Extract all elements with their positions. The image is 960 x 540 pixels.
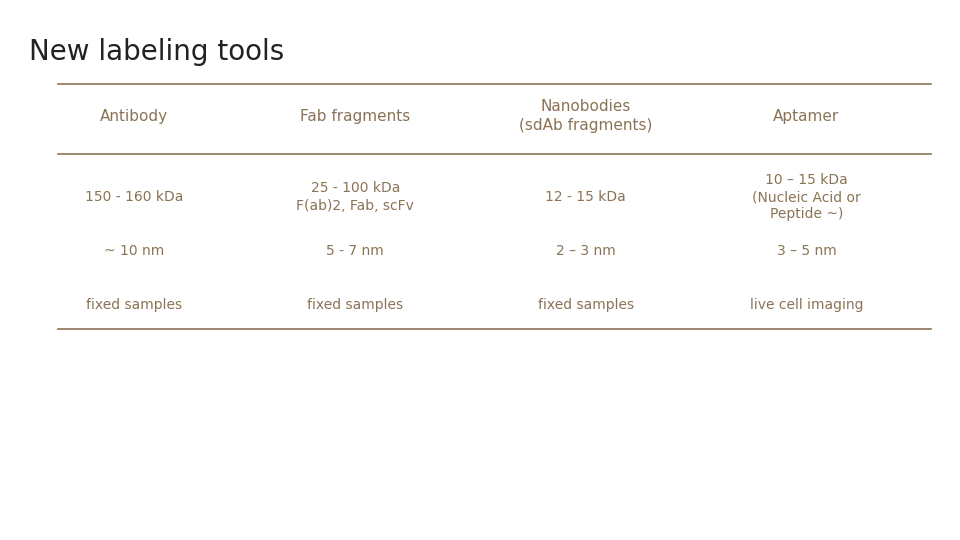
Text: Aptamer: Aptamer	[773, 109, 840, 124]
Text: Antibody: Antibody	[101, 109, 168, 124]
Text: 5 - 7 nm: 5 - 7 nm	[326, 244, 384, 258]
Text: Nanobodies
(sdAb fragments): Nanobodies (sdAb fragments)	[519, 99, 652, 133]
Text: ~ 10 nm: ~ 10 nm	[105, 244, 164, 258]
Text: 150 - 160 kDa: 150 - 160 kDa	[85, 190, 183, 204]
Text: fixed samples: fixed samples	[307, 298, 403, 312]
Text: 12 - 15 kDa: 12 - 15 kDa	[545, 190, 626, 204]
Text: Fab fragments: Fab fragments	[300, 109, 410, 124]
Text: New labeling tools: New labeling tools	[29, 38, 284, 66]
Text: live cell imaging: live cell imaging	[750, 298, 863, 312]
Text: fixed samples: fixed samples	[86, 298, 182, 312]
Text: fixed samples: fixed samples	[538, 298, 634, 312]
Text: 25 - 100 kDa
F(ab)2, Fab, scFv: 25 - 100 kDa F(ab)2, Fab, scFv	[297, 181, 414, 213]
Text: 3 – 5 nm: 3 – 5 nm	[777, 244, 836, 258]
Text: 2 – 3 nm: 2 – 3 nm	[556, 244, 615, 258]
Text: 10 – 15 kDa
(Nucleic Acid or
Peptide ~): 10 – 15 kDa (Nucleic Acid or Peptide ~)	[752, 173, 861, 221]
